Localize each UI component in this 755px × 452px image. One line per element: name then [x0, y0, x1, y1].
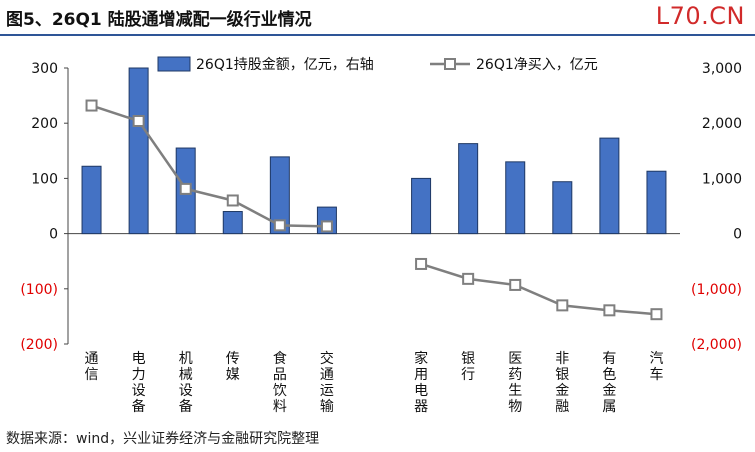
- line-point: [320, 220, 333, 233]
- line-series: [85, 99, 663, 321]
- bar: [646, 170, 667, 235]
- left-tick-label: 0: [49, 227, 58, 243]
- line-point: [509, 278, 522, 291]
- left-tick-label: 100: [31, 171, 58, 187]
- category-label: 食品饮料: [273, 350, 287, 415]
- net-buy-line: [91, 104, 327, 228]
- legend-line-marker: [444, 58, 456, 70]
- chart: 300 200 100 0 (100) (200) 3,000 2,000 1,000 0 (1,0…: [20, 56, 742, 415]
- bar: [458, 143, 479, 235]
- line-point: [226, 194, 239, 207]
- category-labels: 通信 电力设备 机械设备 传媒 食品饮料 交通运输 家用电器 银行 医药生物 非银金融 有色金属 汽车: [85, 350, 664, 415]
- line-point: [132, 114, 145, 127]
- bar-series: [81, 67, 667, 235]
- legend-line-label: 26Q1净买入，亿元: [476, 57, 598, 73]
- legend-bar-label: 26Q1持股金额，亿元，右轴: [196, 57, 374, 73]
- line-point: [556, 299, 569, 312]
- bar: [222, 211, 243, 235]
- right-tick-label: 0: [733, 227, 742, 243]
- category-label: 银行: [461, 351, 475, 383]
- right-tick-label: 3,000: [702, 61, 742, 77]
- bar: [552, 181, 573, 235]
- right-tick-label: (2,000): [691, 337, 742, 353]
- line-point: [415, 257, 428, 270]
- line-point: [273, 219, 286, 232]
- left-tick-label: 200: [31, 116, 58, 132]
- net-buy-line: [420, 262, 657, 316]
- axes: 300 200 100 0 (100) (200) 3,000 2,000 1,000 0 (1,0…: [20, 61, 742, 353]
- source-note: 数据来源：wind，兴业证券经济与金融研究院整理: [6, 431, 320, 447]
- line-point: [85, 99, 98, 112]
- category-label: 机械设备: [179, 351, 193, 415]
- title-rule: [0, 34, 755, 36]
- bar: [128, 67, 149, 235]
- line-point: [179, 182, 192, 195]
- category-label: 传媒: [226, 351, 240, 383]
- category-label: 有色金属: [602, 351, 616, 415]
- legend-bar-swatch: [157, 56, 191, 72]
- right-tick-label: (1,000): [691, 282, 742, 298]
- category-label: 交通运输: [320, 350, 334, 415]
- legend: 26Q1持股金额，亿元，右轴 26Q1净买入，亿元: [157, 56, 598, 73]
- category-label: 通信: [85, 351, 99, 383]
- category-label: 汽车: [649, 351, 663, 383]
- line-point: [650, 308, 663, 321]
- left-tick-label: (200): [20, 337, 58, 353]
- bar: [81, 165, 102, 235]
- category-label: 医药生物: [508, 351, 522, 415]
- right-tick-label: 2,000: [702, 116, 742, 132]
- chart-title: 图5、26Q1 陆股通增减配一级行业情况: [6, 10, 312, 30]
- bar: [411, 177, 432, 235]
- bar: [505, 161, 526, 235]
- right-tick-label: 1,000: [702, 171, 742, 187]
- line-point: [462, 272, 475, 285]
- category-label: 非银金融: [555, 351, 569, 415]
- watermark: L70.CN: [655, 2, 745, 30]
- category-label: 家用电器: [414, 350, 428, 415]
- bar: [599, 137, 620, 235]
- left-tick-label: (100): [20, 282, 58, 298]
- left-tick-label: 300: [31, 61, 58, 77]
- bar: [269, 156, 290, 235]
- line-point: [603, 304, 616, 317]
- category-label: 电力设备: [132, 351, 146, 415]
